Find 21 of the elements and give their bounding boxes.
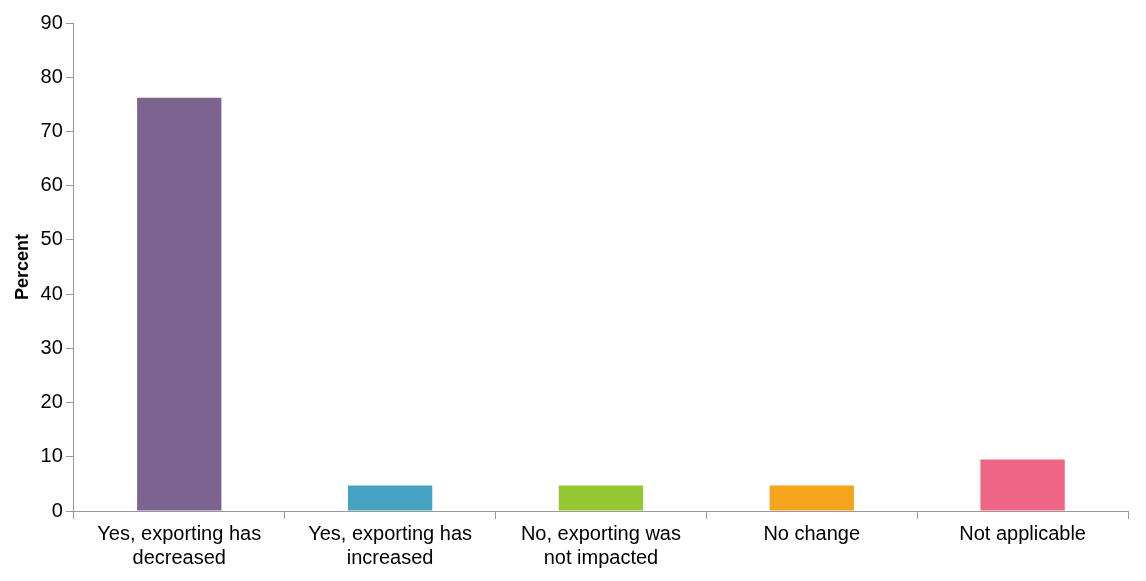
x-tick-label: No change — [763, 521, 861, 544]
y-tick-label: 20 — [40, 390, 63, 413]
y-tick-label: 30 — [40, 335, 63, 358]
y-axis-title: Percent — [11, 233, 32, 301]
y-tick-label: 40 — [40, 281, 63, 304]
x-tick-label: Yes, exporting has decreased — [97, 521, 262, 568]
y-tick-label: 50 — [40, 227, 63, 250]
y-tick-label: 90 — [40, 10, 63, 33]
y-tick-label: 60 — [40, 173, 63, 196]
y-tick-label: 0 — [51, 498, 63, 521]
bar — [137, 97, 222, 511]
bar — [980, 459, 1065, 511]
bar — [769, 485, 854, 511]
x-tick-label: No, exporting was not impacted — [520, 521, 681, 568]
x-tick-label: Not applicable — [959, 521, 1086, 544]
bar — [558, 485, 644, 511]
y-tick-label: 70 — [40, 118, 63, 141]
bar — [347, 485, 433, 511]
y-tick-label: 80 — [40, 64, 63, 87]
y-tick-label: 10 — [40, 444, 63, 467]
x-tick-label: Yes, exporting has increased — [308, 521, 473, 568]
